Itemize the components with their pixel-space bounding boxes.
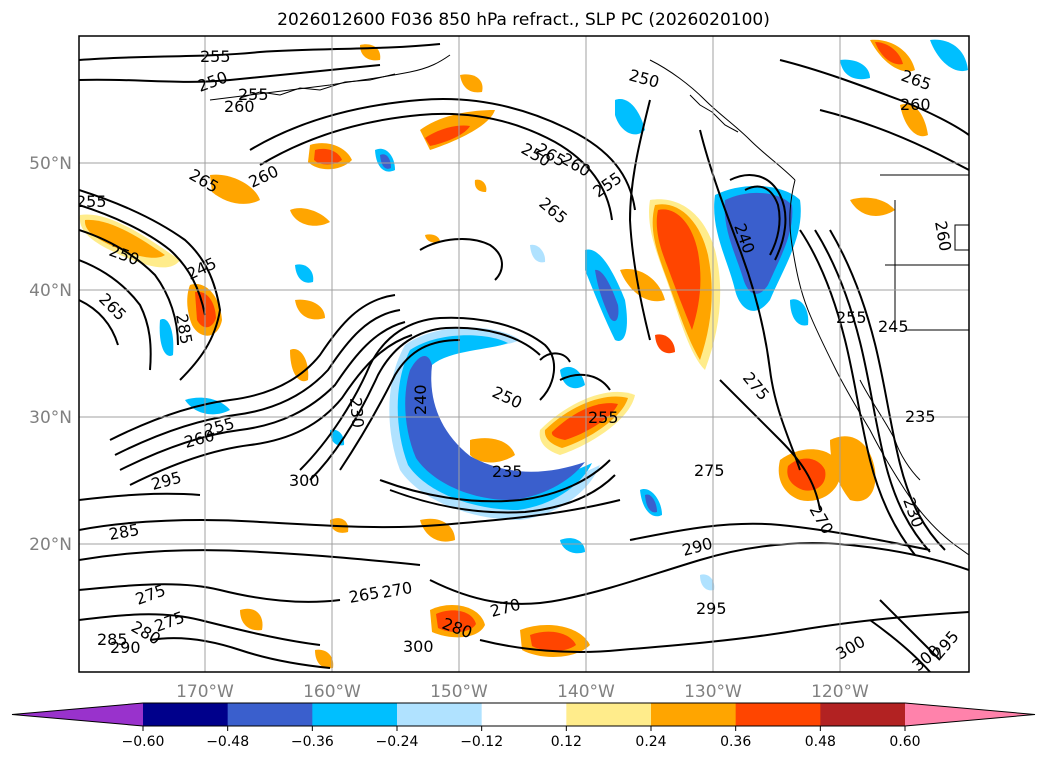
colorbar-segment	[481, 703, 567, 726]
colorbar-tick-label: −0.36	[291, 734, 334, 750]
colorbar-segment	[312, 703, 398, 726]
colorbar-segment	[397, 703, 483, 726]
contour-label: 230	[346, 397, 368, 429]
contour-label: 235	[905, 407, 936, 426]
lat-label-30n: 30°N	[29, 408, 72, 428]
lon-label-120w: 120°W	[811, 682, 869, 702]
contour-label: 245	[878, 317, 909, 336]
contour-label: 295	[696, 599, 727, 618]
contour-label: 255	[238, 85, 269, 104]
lat-label-40n: 40°N	[29, 281, 72, 301]
lat-label-50n: 50°N	[29, 154, 72, 174]
lat-label-20n: 20°N	[29, 535, 72, 555]
coastline-layer	[209, 54, 969, 556]
colorbar-tick-label: 0.24	[635, 734, 666, 750]
colorbar-segment	[227, 703, 313, 726]
contour-label: 290	[110, 638, 141, 657]
lon-label-140w: 140°W	[557, 682, 615, 702]
colorbar-segment	[566, 703, 652, 726]
colorbar-tick-label: −0.12	[460, 734, 503, 750]
map-title: 2026012600 F036 850 hPa refract., SLP PC…	[277, 10, 770, 30]
colorbar-tick-label: 0.12	[551, 734, 582, 750]
lon-label-130w: 130°W	[684, 682, 742, 702]
colorbar-extend-low	[12, 703, 143, 726]
colorbar-tick-label: 0.36	[720, 734, 751, 750]
contour-label: 300	[403, 637, 434, 656]
colorbar-tick-label: 0.60	[889, 734, 920, 750]
lon-label-150w: 150°W	[430, 682, 488, 702]
colorbar-segment	[143, 703, 229, 726]
contour-label: 240	[411, 384, 430, 415]
colorbar-tick-label: −0.24	[376, 734, 419, 750]
slp-contour-layer	[79, 43, 969, 672]
graticule	[79, 36, 969, 672]
contour-label: 235	[492, 462, 523, 481]
lon-label-160w: 160°W	[303, 682, 361, 702]
colorbar-segment	[735, 703, 821, 726]
longitude-labels: 170°W 160°W 150°W 140°W 130°W 120°W	[176, 682, 869, 702]
refractivity-fill-layer	[79, 39, 968, 669]
latitude-labels: 50°N 40°N 30°N 20°N	[29, 154, 72, 555]
contour-label: 285	[97, 630, 128, 649]
contour-label: 275	[694, 461, 725, 480]
contour-label: 300	[289, 471, 320, 490]
lon-label-170w: 170°W	[176, 682, 234, 702]
colorbar-segment	[820, 703, 906, 726]
map-frame	[78, 35, 970, 673]
colorbar-tick-label: −0.48	[206, 734, 249, 750]
contour-label: 255	[76, 192, 107, 211]
contour-label: 255	[200, 47, 231, 66]
colorbar-tick-label: −0.60	[122, 734, 165, 750]
colorbar: −0.60 −0.48 −0.36 −0.24 −0.12 0.12 0.24 0.36 0.4…	[11, 702, 1036, 750]
contour-label: 260	[224, 97, 255, 116]
colorbar-tick-label: 0.48	[805, 734, 836, 750]
colorbar-extend-high	[905, 703, 1035, 726]
colorbar-segment	[651, 703, 737, 726]
contour-label: 255	[836, 308, 867, 327]
contour-label: 255	[588, 408, 619, 427]
contour-label: 260	[900, 95, 931, 114]
map-panel	[79, 36, 969, 672]
